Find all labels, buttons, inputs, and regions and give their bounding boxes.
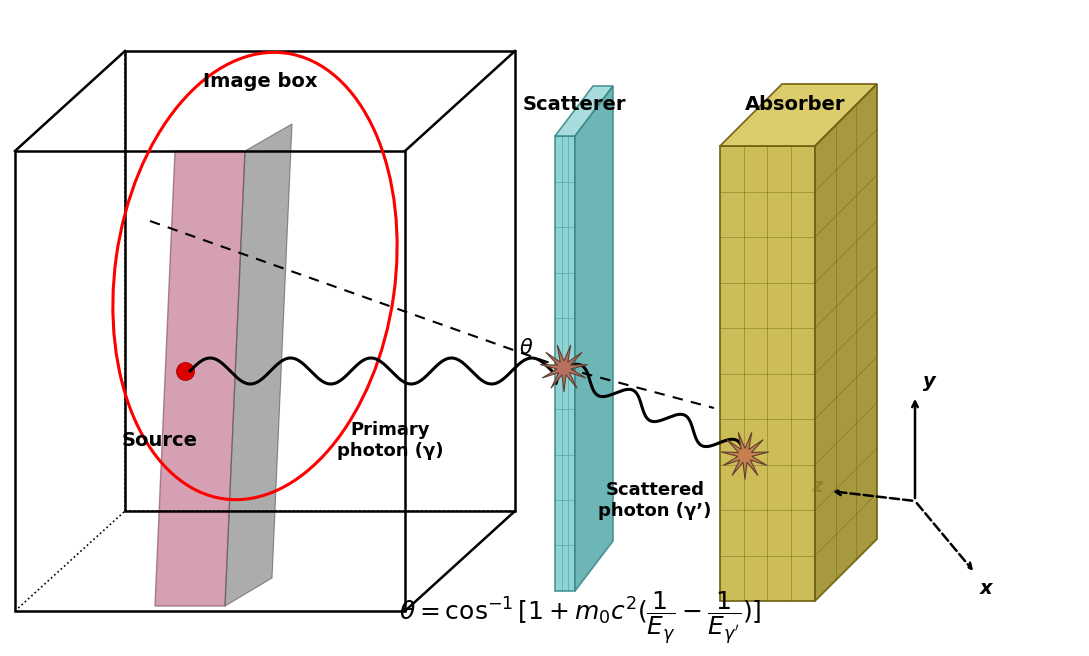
Polygon shape (555, 86, 613, 136)
Text: z: z (811, 476, 823, 495)
Polygon shape (155, 151, 245, 606)
Text: $\theta = \cos^{-1}[1 + m_0c^2(\dfrac{1}{E_{\gamma}} - \dfrac{1}{E_{\gamma^{\pri: $\theta = \cos^{-1}[1 + m_0c^2(\dfrac{1}… (399, 590, 761, 646)
Polygon shape (555, 136, 575, 591)
Text: x: x (980, 579, 993, 598)
Text: Scatterer: Scatterer (523, 95, 626, 114)
Text: Source: Source (122, 431, 198, 450)
Polygon shape (225, 124, 292, 606)
Text: Scattered
photon (γ’): Scattered photon (γ’) (598, 481, 712, 520)
Polygon shape (575, 86, 613, 591)
Text: Image box: Image box (203, 72, 317, 91)
Polygon shape (720, 146, 815, 601)
Text: y: y (923, 372, 935, 391)
Text: $\theta$: $\theta$ (518, 338, 534, 358)
Polygon shape (720, 84, 877, 146)
Text: Absorber: Absorber (745, 95, 845, 114)
Polygon shape (540, 345, 588, 392)
Text: Primary
photon (γ): Primary photon (γ) (337, 421, 443, 460)
Polygon shape (721, 432, 769, 480)
Polygon shape (815, 84, 877, 601)
